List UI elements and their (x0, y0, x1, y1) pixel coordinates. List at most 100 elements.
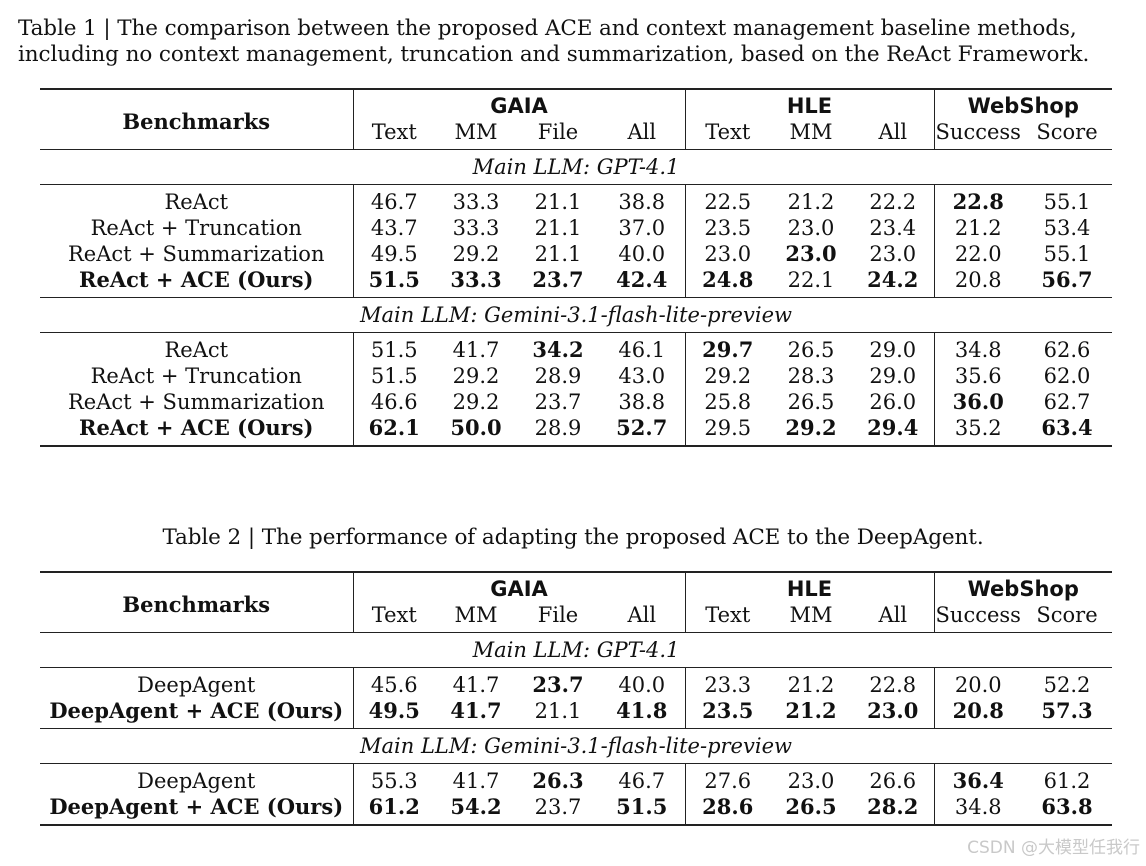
value: 62.0 (1043, 364, 1091, 388)
value-cell: 27.6 (684, 763, 770, 794)
value: 46.7 (618, 769, 666, 793)
value-cell: 21.1 (517, 698, 599, 729)
value: 22.0 (954, 242, 1002, 266)
method-cell: ReAct + Truncation (40, 215, 353, 241)
value-cell: 20.0 (933, 667, 1022, 698)
value: 26.6 (869, 769, 917, 793)
value: 23.0 (785, 241, 837, 266)
value: 28.2 (867, 794, 919, 819)
section-title-row: Main LLM: Gemini-3.1-flash-lite-preview (40, 297, 1113, 333)
table-row: ReAct + Truncation 43.7 33.3 21.1 37.0 23.5 23… (40, 215, 1112, 241)
value-cell: 34.2 (517, 332, 599, 363)
group-header-gaia: GAIA (352, 88, 685, 120)
value-cell: 29.2 (435, 241, 517, 267)
value-cell: 26.6 (852, 763, 934, 794)
value-cell: 23.5 (684, 215, 770, 241)
value: 29.0 (869, 364, 917, 388)
method-name: ReAct + Truncation (90, 364, 302, 388)
value: 21.1 (534, 190, 582, 214)
value: 26.0 (869, 390, 917, 414)
header-row-columns: Text MM File All Text MM All Success Score (40, 602, 1112, 633)
column-header: All (878, 119, 908, 144)
value-cell: 23.7 (517, 667, 599, 698)
value: 23.0 (787, 769, 835, 793)
value-cell: 36.0 (933, 389, 1022, 415)
value-cell: 41.7 (435, 667, 517, 698)
value-cell: 56.7 (1022, 267, 1112, 298)
value-cell: 62.0 (1022, 363, 1112, 389)
value-cell: 29.2 (770, 415, 852, 447)
value: 25.8 (704, 390, 752, 414)
value: 23.7 (534, 795, 582, 819)
value: 49.5 (370, 242, 418, 266)
value: 45.6 (370, 673, 418, 697)
value: 33.3 (452, 190, 500, 214)
value-cell: 62.6 (1022, 332, 1113, 363)
value: 35.6 (954, 364, 1002, 388)
value-cell: 51.5 (599, 794, 685, 826)
value: 21.2 (954, 216, 1002, 240)
value-cell: 38.8 (599, 389, 685, 415)
value: 20.0 (954, 673, 1002, 697)
value-cell: 43.0 (599, 363, 685, 389)
section-title-row: Main LLM: GPT-4.1 (40, 149, 1113, 185)
value-cell: 55.1 (1022, 241, 1112, 267)
value-cell: 23.0 (852, 241, 934, 267)
value: 49.5 (368, 698, 420, 723)
method-cell: ReAct + ACE (Ours) (40, 267, 353, 298)
value: 56.7 (1041, 267, 1093, 292)
table-row: DeepAgent 45.6 41.7 23.7 40.0 23.3 21.2 22.8 20.… (40, 667, 1113, 698)
method-cell: DeepAgent + ACE (Ours) (40, 794, 353, 826)
value: 41.7 (452, 769, 500, 793)
value-cell: 53.4 (1022, 215, 1112, 241)
value: 46.6 (370, 390, 418, 414)
method-name: ReAct + ACE (Ours) (79, 267, 314, 292)
value: 26.5 (787, 390, 835, 414)
header-row-columns: Text MM File All Text MM All Success Score (40, 119, 1112, 150)
value: 22.5 (704, 190, 752, 214)
value: 23.0 (787, 216, 835, 240)
value: 29.2 (785, 415, 837, 440)
value-cell: 23.0 (770, 215, 852, 241)
table-row: ReAct + Truncation 51.5 29.2 28.9 43.0 29.2 28… (40, 363, 1112, 389)
value: 21.1 (534, 699, 582, 723)
value-cell: 33.3 (435, 184, 517, 215)
column-header: Success (933, 602, 1022, 633)
value: 21.2 (785, 698, 837, 723)
value-cell: 23.0 (770, 763, 852, 794)
table-row: DeepAgent 55.3 41.7 26.3 46.7 27.6 23.0 26.6 36.… (40, 763, 1113, 794)
method-cell: DeepAgent + ACE (Ours) (40, 698, 353, 729)
value: 61.2 (1043, 769, 1091, 793)
value: 29.4 (867, 415, 919, 440)
value-cell: 23.7 (517, 389, 599, 415)
value-cell: 61.2 (1022, 763, 1113, 794)
value-cell: 20.8 (933, 267, 1022, 298)
value-cell: 38.8 (599, 184, 685, 215)
value: 41.8 (616, 698, 668, 723)
value: 52.2 (1043, 673, 1091, 697)
table-row: ReAct + Summarization 49.5 29.2 21.1 40.0 23.… (40, 241, 1112, 267)
section-title: Main LLM: GPT-4.1 (40, 149, 1113, 185)
value-cell: 29.7 (684, 332, 770, 363)
value: 29.2 (452, 364, 500, 388)
value: 20.8 (954, 268, 1002, 292)
value-cell: 21.1 (517, 215, 599, 241)
group-header-webshop: WebShop (933, 571, 1113, 603)
method-name: ReAct (164, 338, 229, 362)
value-cell: 63.4 (1022, 415, 1113, 447)
value-cell: 23.0 (852, 698, 934, 729)
value: 54.2 (450, 794, 502, 819)
value: 21.2 (787, 190, 835, 214)
group-header-hle: HLE (684, 571, 934, 603)
method-cell: ReAct + Summarization (40, 241, 353, 267)
method-cell: ReAct + ACE (Ours) (40, 415, 353, 447)
value-cell: 26.0 (852, 389, 934, 415)
value-cell: 21.2 (770, 667, 852, 698)
table2: Benchmarks GAIA HLE WebShop Text MM File All Tex… (40, 571, 1113, 826)
value: 28.3 (787, 364, 835, 388)
column-header: All (627, 119, 657, 144)
value-cell: 34.8 (933, 794, 1022, 826)
value: 34.8 (954, 338, 1002, 362)
section-title-row: Main LLM: Gemini-3.1-flash-lite-preview (40, 728, 1113, 764)
value-cell: 23.4 (852, 215, 934, 241)
